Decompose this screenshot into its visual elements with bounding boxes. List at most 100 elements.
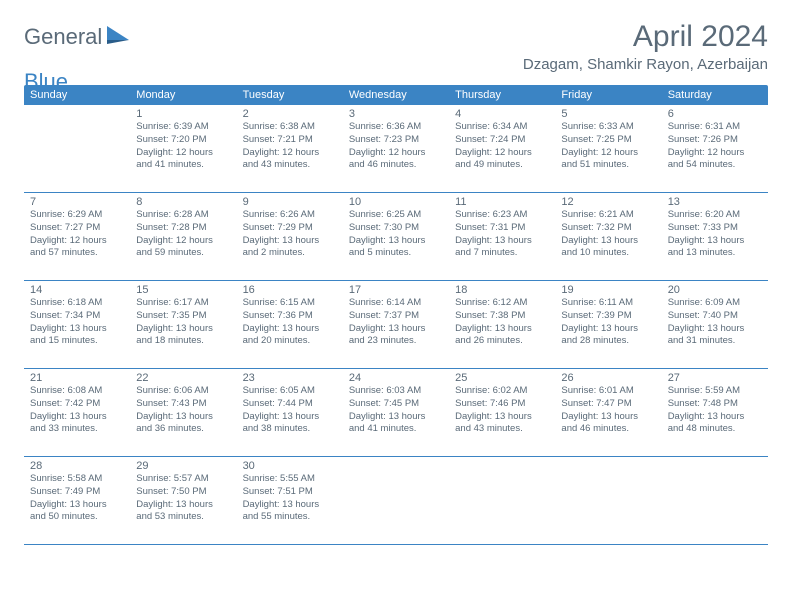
day-details: Sunrise: 6:21 AMSunset: 7:32 PMDaylight:… [561, 209, 655, 260]
day-details: Sunrise: 6:33 AMSunset: 7:25 PMDaylight:… [561, 121, 655, 172]
day-number: 4 [455, 108, 549, 120]
day-cell: 25Sunrise: 6:02 AMSunset: 7:46 PMDayligh… [449, 369, 555, 457]
day-cell: 9Sunrise: 6:26 AMSunset: 7:29 PMDaylight… [237, 193, 343, 281]
day-cell: 6Sunrise: 6:31 AMSunset: 7:26 PMDaylight… [662, 105, 768, 193]
day-number: 18 [455, 284, 549, 296]
calendar-table: Sunday Monday Tuesday Wednesday Thursday… [24, 85, 768, 545]
day-number: 3 [349, 108, 443, 120]
day-details: Sunrise: 5:55 AMSunset: 7:51 PMDaylight:… [243, 473, 337, 524]
day-number: 27 [668, 372, 762, 384]
day-cell: 20Sunrise: 6:09 AMSunset: 7:40 PMDayligh… [662, 281, 768, 369]
day-cell: 16Sunrise: 6:15 AMSunset: 7:36 PMDayligh… [237, 281, 343, 369]
day-header: Monday [130, 85, 236, 105]
day-details: Sunrise: 5:57 AMSunset: 7:50 PMDaylight:… [136, 473, 230, 524]
day-cell: 15Sunrise: 6:17 AMSunset: 7:35 PMDayligh… [130, 281, 236, 369]
day-cell [662, 457, 768, 545]
day-number: 14 [30, 284, 124, 296]
day-cell: 23Sunrise: 6:05 AMSunset: 7:44 PMDayligh… [237, 369, 343, 457]
day-header-row: Sunday Monday Tuesday Wednesday Thursday… [24, 85, 768, 105]
day-cell: 8Sunrise: 6:28 AMSunset: 7:28 PMDaylight… [130, 193, 236, 281]
day-number: 7 [30, 196, 124, 208]
day-header: Thursday [449, 85, 555, 105]
day-number: 22 [136, 372, 230, 384]
location-text: Dzagam, Shamkir Rayon, Azerbaijan [523, 56, 768, 73]
day-details: Sunrise: 6:36 AMSunset: 7:23 PMDaylight:… [349, 121, 443, 172]
day-cell: 1Sunrise: 6:39 AMSunset: 7:20 PMDaylight… [130, 105, 236, 193]
brand-triangle-icon [107, 26, 129, 49]
day-cell [24, 105, 130, 193]
day-cell: 24Sunrise: 6:03 AMSunset: 7:45 PMDayligh… [343, 369, 449, 457]
day-number: 20 [668, 284, 762, 296]
day-details: Sunrise: 5:58 AMSunset: 7:49 PMDaylight:… [30, 473, 124, 524]
day-details: Sunrise: 6:11 AMSunset: 7:39 PMDaylight:… [561, 297, 655, 348]
day-cell: 11Sunrise: 6:23 AMSunset: 7:31 PMDayligh… [449, 193, 555, 281]
day-number: 8 [136, 196, 230, 208]
day-details: Sunrise: 5:59 AMSunset: 7:48 PMDaylight:… [668, 385, 762, 436]
day-cell: 22Sunrise: 6:06 AMSunset: 7:43 PMDayligh… [130, 369, 236, 457]
day-number: 13 [668, 196, 762, 208]
day-cell [555, 457, 661, 545]
calendar-page: General April 2024 Dzagam, Shamkir Rayon… [0, 0, 792, 565]
day-cell: 19Sunrise: 6:11 AMSunset: 7:39 PMDayligh… [555, 281, 661, 369]
day-number: 29 [136, 460, 230, 472]
day-header: Tuesday [237, 85, 343, 105]
day-details: Sunrise: 6:26 AMSunset: 7:29 PMDaylight:… [243, 209, 337, 260]
day-cell: 30Sunrise: 5:55 AMSunset: 7:51 PMDayligh… [237, 457, 343, 545]
day-cell: 10Sunrise: 6:25 AMSunset: 7:30 PMDayligh… [343, 193, 449, 281]
day-details: Sunrise: 6:15 AMSunset: 7:36 PMDaylight:… [243, 297, 337, 348]
day-number: 21 [30, 372, 124, 384]
day-cell: 17Sunrise: 6:14 AMSunset: 7:37 PMDayligh… [343, 281, 449, 369]
day-number: 26 [561, 372, 655, 384]
day-header: Wednesday [343, 85, 449, 105]
day-details: Sunrise: 6:39 AMSunset: 7:20 PMDaylight:… [136, 121, 230, 172]
day-details: Sunrise: 6:25 AMSunset: 7:30 PMDaylight:… [349, 209, 443, 260]
day-cell: 12Sunrise: 6:21 AMSunset: 7:32 PMDayligh… [555, 193, 661, 281]
day-cell [343, 457, 449, 545]
day-number: 17 [349, 284, 443, 296]
day-number: 9 [243, 196, 337, 208]
day-cell: 2Sunrise: 6:38 AMSunset: 7:21 PMDaylight… [237, 105, 343, 193]
day-details: Sunrise: 6:05 AMSunset: 7:44 PMDaylight:… [243, 385, 337, 436]
day-number: 10 [349, 196, 443, 208]
day-details: Sunrise: 6:34 AMSunset: 7:24 PMDaylight:… [455, 121, 549, 172]
week-row: 7Sunrise: 6:29 AMSunset: 7:27 PMDaylight… [24, 193, 768, 281]
week-row: 1Sunrise: 6:39 AMSunset: 7:20 PMDaylight… [24, 105, 768, 193]
brand-part2: Blue [24, 69, 68, 95]
day-number: 15 [136, 284, 230, 296]
day-cell: 4Sunrise: 6:34 AMSunset: 7:24 PMDaylight… [449, 105, 555, 193]
week-row: 14Sunrise: 6:18 AMSunset: 7:34 PMDayligh… [24, 281, 768, 369]
week-row: 28Sunrise: 5:58 AMSunset: 7:49 PMDayligh… [24, 457, 768, 545]
day-details: Sunrise: 6:29 AMSunset: 7:27 PMDaylight:… [30, 209, 124, 260]
day-details: Sunrise: 6:01 AMSunset: 7:47 PMDaylight:… [561, 385, 655, 436]
header: General April 2024 Dzagam, Shamkir Rayon… [24, 20, 768, 73]
day-cell: 26Sunrise: 6:01 AMSunset: 7:47 PMDayligh… [555, 369, 661, 457]
day-details: Sunrise: 6:38 AMSunset: 7:21 PMDaylight:… [243, 121, 337, 172]
day-details: Sunrise: 6:31 AMSunset: 7:26 PMDaylight:… [668, 121, 762, 172]
day-details: Sunrise: 6:18 AMSunset: 7:34 PMDaylight:… [30, 297, 124, 348]
day-details: Sunrise: 6:12 AMSunset: 7:38 PMDaylight:… [455, 297, 549, 348]
day-cell: 7Sunrise: 6:29 AMSunset: 7:27 PMDaylight… [24, 193, 130, 281]
day-number: 1 [136, 108, 230, 120]
brand-logo: General [24, 24, 131, 50]
day-cell: 3Sunrise: 6:36 AMSunset: 7:23 PMDaylight… [343, 105, 449, 193]
day-cell: 21Sunrise: 6:08 AMSunset: 7:42 PMDayligh… [24, 369, 130, 457]
day-number: 12 [561, 196, 655, 208]
day-details: Sunrise: 6:28 AMSunset: 7:28 PMDaylight:… [136, 209, 230, 260]
day-header: Friday [555, 85, 661, 105]
month-title: April 2024 [523, 20, 768, 54]
day-details: Sunrise: 6:08 AMSunset: 7:42 PMDaylight:… [30, 385, 124, 436]
day-number: 16 [243, 284, 337, 296]
day-number: 11 [455, 196, 549, 208]
day-number: 19 [561, 284, 655, 296]
day-cell: 27Sunrise: 5:59 AMSunset: 7:48 PMDayligh… [662, 369, 768, 457]
day-number: 23 [243, 372, 337, 384]
day-number: 24 [349, 372, 443, 384]
day-details: Sunrise: 6:17 AMSunset: 7:35 PMDaylight:… [136, 297, 230, 348]
day-number: 25 [455, 372, 549, 384]
day-cell: 29Sunrise: 5:57 AMSunset: 7:50 PMDayligh… [130, 457, 236, 545]
day-header: Saturday [662, 85, 768, 105]
day-number: 30 [243, 460, 337, 472]
day-number: 5 [561, 108, 655, 120]
day-details: Sunrise: 6:23 AMSunset: 7:31 PMDaylight:… [455, 209, 549, 260]
day-details: Sunrise: 6:06 AMSunset: 7:43 PMDaylight:… [136, 385, 230, 436]
